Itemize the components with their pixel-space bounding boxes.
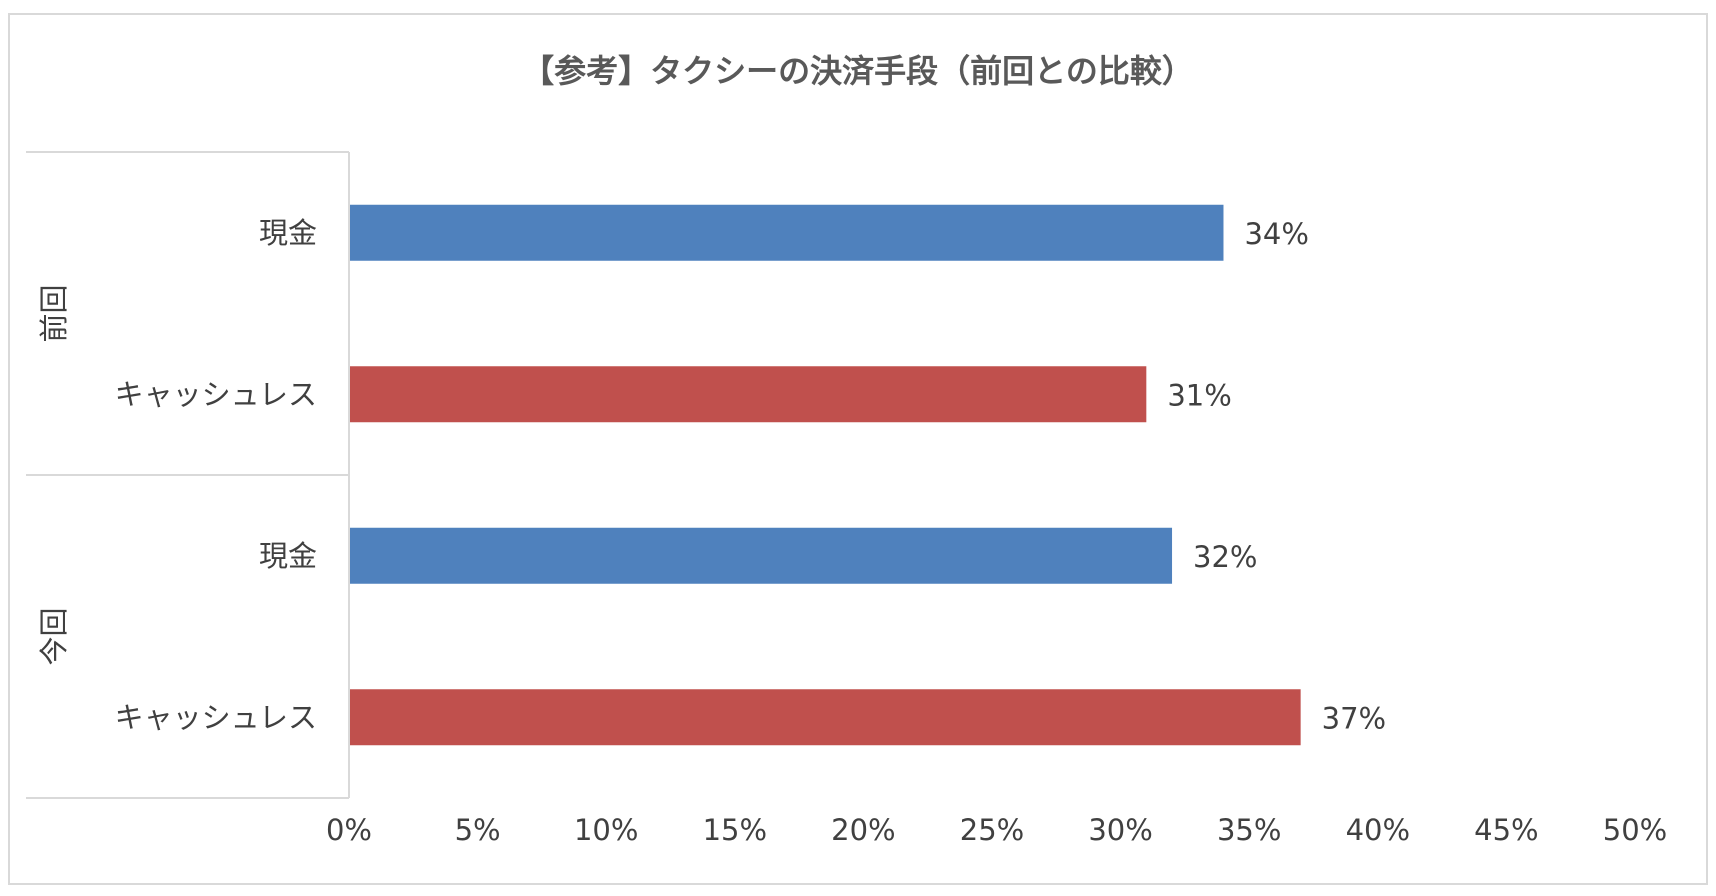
x-tick-label: 0% — [326, 813, 372, 847]
x-tick-label: 5% — [455, 813, 501, 847]
category-label: キャッシュレス — [115, 700, 317, 734]
category-label: 現金 — [259, 216, 317, 250]
data-label: 31% — [1167, 378, 1231, 412]
x-tick-label: 35% — [1217, 813, 1281, 847]
bar — [350, 204, 1224, 261]
bar — [350, 689, 1301, 746]
x-tick-label: 45% — [1474, 813, 1538, 847]
bar — [350, 366, 1147, 423]
x-tick-label: 50% — [1603, 813, 1667, 847]
group-label: 前回 — [37, 284, 71, 342]
x-tick-label: 15% — [703, 813, 767, 847]
chart-title: 【参考】タクシーの決済手段（前回との比較） — [522, 52, 1194, 90]
x-tick-label: 10% — [574, 813, 638, 847]
x-tick-label: 20% — [831, 813, 895, 847]
category-label: キャッシュレス — [115, 377, 317, 411]
data-label: 32% — [1193, 540, 1257, 574]
data-label: 34% — [1244, 217, 1308, 251]
x-tick-label: 40% — [1346, 813, 1410, 847]
chart-frame — [8, 13, 1708, 885]
x-tick-label: 25% — [960, 813, 1024, 847]
data-label: 37% — [1322, 701, 1386, 735]
bars: 34% 31% 32% 37% — [350, 204, 1386, 746]
category-label: 現金 — [259, 539, 317, 573]
bar — [350, 527, 1173, 584]
value-axis: 0% 5% 10% 15% 20% 25% 30% 35% 40% 45% 50% — [326, 813, 1667, 847]
group-label: 今回 — [37, 607, 71, 665]
x-tick-label: 30% — [1088, 813, 1152, 847]
